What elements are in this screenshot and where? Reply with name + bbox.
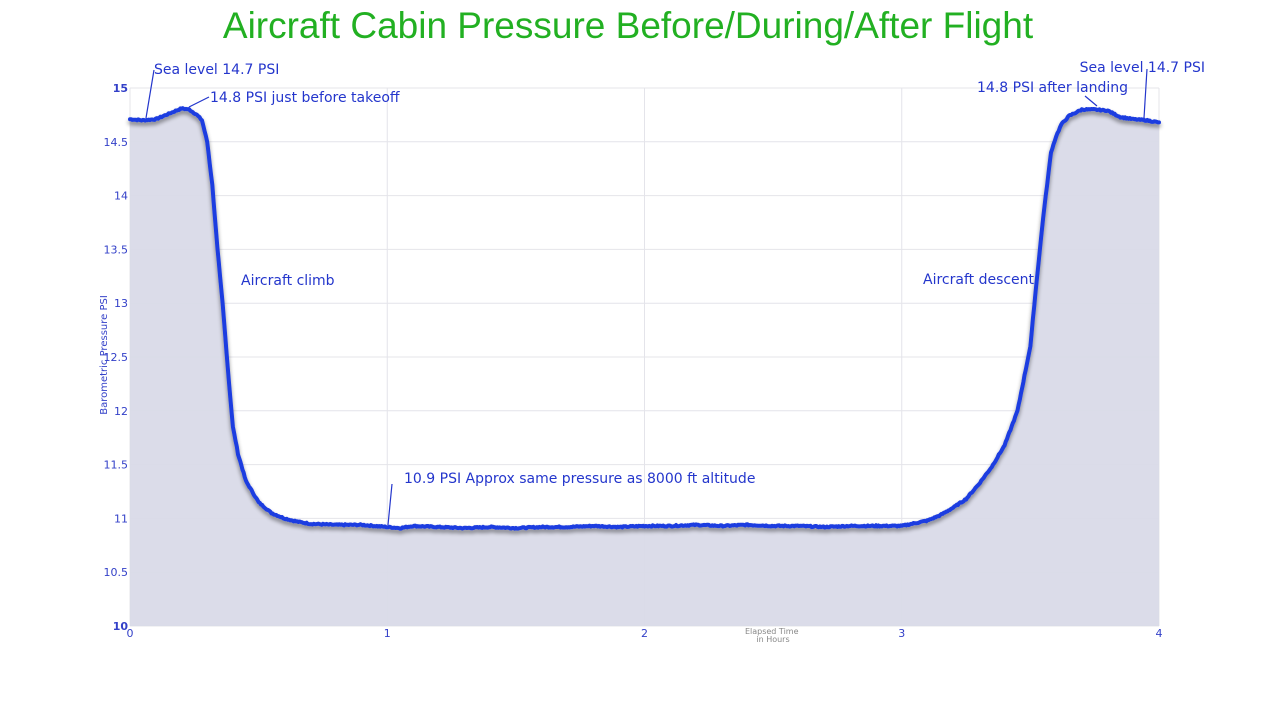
annotation-label: Sea level 14.7 PSI — [1080, 60, 1205, 76]
y-tick-label: 14.5 — [104, 136, 129, 149]
annotation-label: Aircraft descent — [923, 272, 1035, 288]
pressure-area-fill — [130, 108, 1159, 627]
y-tick-label: 12 — [114, 405, 128, 418]
y-tick-label: 11.5 — [104, 459, 129, 472]
y-axis-ticks: 10 10.5 11 11.5 12 12.5 13 13.5 14 14.5 15 — [104, 82, 129, 633]
y-tick-label: 15 — [113, 82, 128, 95]
x-tick-label: 4 — [1156, 627, 1163, 640]
annotation-label: 10.9 PSI Approx same pressure as 8000 ft… — [404, 471, 755, 487]
y-tick-label: 12.5 — [104, 351, 129, 364]
annotation-pointers — [145, 68, 1148, 526]
annotation-pointer — [387, 483, 393, 526]
chart-title: Aircraft Cabin Pressure Before/During/Af… — [223, 5, 1034, 46]
annotation-label: Aircraft climb — [241, 273, 335, 289]
x-tick-label: 1 — [384, 627, 391, 640]
y-tick-label: 11 — [114, 512, 128, 525]
y-tick-label: 14 — [114, 190, 128, 203]
y-tick-label: 10 — [113, 620, 129, 633]
pressure-series-line — [128, 106, 1161, 531]
pressure-line — [128, 106, 1161, 531]
annotation-pointer — [1143, 68, 1148, 119]
pressure-area — [130, 108, 1159, 627]
annotation-pointer — [188, 96, 210, 108]
y-tick-label: 10.5 — [104, 566, 129, 579]
x-tick-label: 2 — [641, 627, 648, 640]
annotation-label: Sea level 14.7 PSI — [154, 62, 279, 78]
annotation-pointer — [1084, 95, 1098, 107]
x-tick-label: 3 — [898, 627, 905, 640]
annotation-label: 14.8 PSI after landing — [977, 80, 1128, 96]
annotations: Sea level 14.7 PSI 14.8 PSI just before t… — [154, 60, 1205, 487]
x-axis-title: Elapsed Time in Hours — [745, 627, 801, 644]
x-axis-title-line-1: Elapsed Time — [745, 627, 799, 636]
annotation-label: 14.8 PSI just before takeoff — [210, 90, 400, 106]
x-tick-label: 0 — [127, 627, 134, 640]
y-tick-label: 13.5 — [104, 243, 129, 256]
y-tick-label: 13 — [114, 297, 128, 310]
annotation-pointer — [145, 69, 155, 119]
y-axis-title: Barometric Pressure PSI — [99, 295, 110, 415]
x-axis-title-line-2: in Hours — [756, 635, 789, 644]
x-axis-ticks: 0 1 2 3 4 — [127, 627, 1163, 640]
